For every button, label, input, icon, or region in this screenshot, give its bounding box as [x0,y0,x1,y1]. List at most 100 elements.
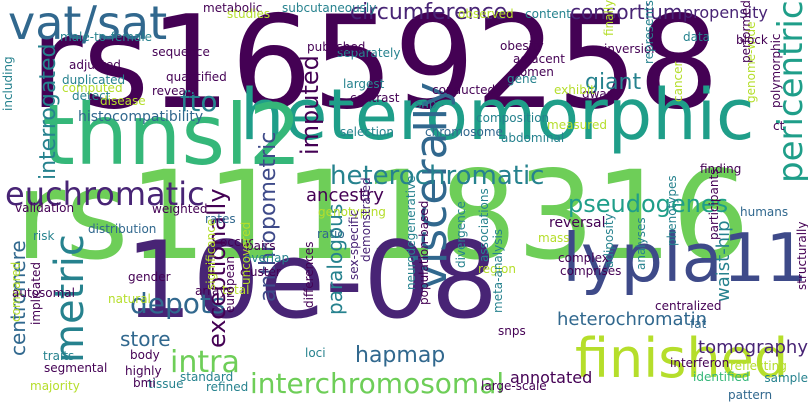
cloud-word: cluster [240,265,281,279]
cloud-word: gene [507,72,537,86]
cloud-word: separately [337,46,401,60]
cloud-word: largest [343,77,385,91]
cloud-word: natural [108,292,151,306]
cloud-word: data [683,30,711,44]
cloud-word: rs1659258 [30,0,720,138]
cloud-word: euchromatic [5,175,205,213]
cloud-word: uncovered [239,221,253,285]
cloud-word: gwas [582,87,614,101]
cloud-word: region [478,262,516,276]
cloud-word: hapmap [355,343,446,368]
cloud-word: cancer [671,61,685,102]
cloud-word: lypla11 [562,219,808,297]
cloud-word: obesity [500,39,544,53]
cloud-word: measured [547,118,607,132]
cloud-word: circumference [350,0,508,25]
cloud-word: abdominal [501,131,565,145]
cloud-word: majority [30,379,80,393]
cloud-word: humans [740,205,789,219]
cloud-word: centralized [655,299,722,313]
cloud-word: vat/sat [8,0,168,50]
cloud-word: tomography [698,337,808,358]
cloud-word: consortium [570,0,683,24]
cloud-word: adjusted [69,58,121,72]
cloud-word: published [307,40,366,54]
cloud-word: subcutaneously [282,1,377,15]
cloud-word: fto [180,85,218,118]
cloud-word: rs11118316 [15,145,750,287]
cloud-word: snps [498,324,526,338]
cloud-word: computed [62,81,123,95]
cloud-word: conducted [432,83,496,97]
cloud-word: neurodegenerative [404,175,418,290]
cloud-word: overlap [244,251,290,265]
cloud-word: reversal [549,215,606,231]
cloud-word: block [736,33,768,47]
cloud-word: bmi [133,376,156,390]
cloud-word: reveals [152,84,196,98]
cloud-word: validation [15,201,75,215]
cloud-word: adiposity [602,213,616,268]
cloud-word: analyses [634,217,648,270]
cloud-word: population-based [417,200,431,305]
cloud-word: traits [43,349,75,363]
cloud-word: autosomal [12,286,75,300]
cloud-word: comprises [560,264,622,278]
cloud-word: composition [476,111,550,125]
cloud-word: pattern [728,388,773,402]
cloud-word: depots [130,287,226,320]
cloud-word: fat [690,317,707,331]
cloud-word: thnsl2 [42,86,302,184]
cloud-word: ct [773,119,785,133]
cloud-word: large-scale [481,379,547,393]
cloud-word: contrast [350,91,400,105]
cloud-word: segmental [44,361,108,375]
cloud-word: exhibit [554,83,595,97]
cloud-word: meta-analysis [491,228,505,313]
cloud-word: participants [707,168,721,240]
cloud-word: store [120,327,171,351]
cloud-word: loci [305,346,326,360]
cloud-word: mass [538,231,570,245]
cloud-word: finished [575,327,789,390]
cloud-word: performed [739,0,753,63]
cloud-word: heterochromatic [330,161,545,191]
cloud-word: chromosome [425,125,503,139]
cloud-word: imputed [296,55,324,155]
cloud-word: phenotypes [665,175,679,246]
cloud-word: total [222,283,250,297]
cloud-word: giant [585,70,642,95]
cloud-word: content [525,7,571,21]
cloud-word: rates [205,212,236,226]
cloud-word: heteromorphic [240,74,755,156]
cloud-word: gender [128,270,171,284]
cloud-word: including [1,56,15,111]
cloud-word: highly [125,364,162,378]
cloud-word: structurally [795,221,808,290]
cloud-word: studies [227,7,271,21]
cloud-word: divergence [454,201,468,268]
cloud-word: disease [100,94,146,108]
cloud-word: heterochromatin [557,309,707,330]
cloud-word: observed [458,7,514,21]
cloud-word: significance [204,218,218,290]
cloud-word: distribution [88,222,157,236]
cloud-word: 10e-08 [125,219,499,342]
cloud-word: ancestry [306,185,384,206]
cloud-word: pairs [246,239,276,253]
cloud-word: demonstrated [359,177,373,262]
cloud-word: finally [602,0,616,37]
cloud-word: male-to-female [60,30,153,44]
cloud-word: paralogous [323,203,347,315]
cloud-word: sample [764,371,808,385]
cloud-word: histocompatibility [78,109,204,125]
cloud-word: interferon [670,356,730,370]
cloud-word: reflecting [730,359,787,373]
cloud-word: identified [693,370,750,384]
cloud-word: selection [340,125,394,139]
cloud-word: duplicated [62,73,126,87]
cloud-word: european [223,256,237,313]
cloud-word: complex [558,251,609,265]
cloud-word: intra [170,345,240,380]
cloud-word: occur [220,235,254,249]
